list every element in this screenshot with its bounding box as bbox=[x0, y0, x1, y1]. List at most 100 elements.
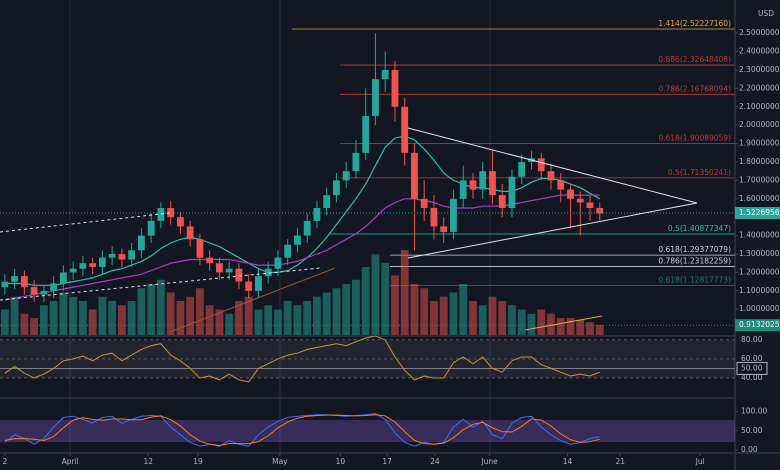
unit-label: USD bbox=[758, 9, 774, 18]
x-tick-label: 2 bbox=[2, 457, 7, 466]
candle-body bbox=[586, 202, 594, 208]
candle-body bbox=[508, 176, 516, 208]
fib-label: 0.618(1.12817773) bbox=[658, 276, 731, 285]
x-tick-label: Jul bbox=[695, 457, 705, 466]
y-tick-label: 0.00 bbox=[741, 445, 758, 454]
volume-bar bbox=[420, 288, 429, 335]
volume-bar bbox=[371, 254, 380, 335]
candle-body bbox=[206, 257, 214, 264]
triangle-upper bbox=[407, 127, 698, 204]
volume-bar bbox=[547, 313, 555, 335]
volume-bar bbox=[264, 305, 273, 335]
volume-bar bbox=[517, 309, 526, 335]
y-tick-label: 1.00000000 bbox=[739, 304, 780, 313]
support-line bbox=[169, 267, 336, 333]
candle-body bbox=[11, 276, 19, 282]
volume-bar bbox=[449, 292, 458, 335]
candle-body bbox=[118, 254, 126, 260]
y-tick-label: 1.30000000 bbox=[739, 249, 780, 258]
plot: 2.50000000 2.40000000 2.30000000 2.20000000… bbox=[0, 19, 780, 466]
volume-bar bbox=[0, 309, 9, 335]
fib-label: 0.786(1.23182259) bbox=[658, 257, 731, 266]
stoch-band bbox=[0, 420, 735, 442]
fib-label: 0.618(1.90089059) bbox=[658, 133, 731, 142]
volume-bar bbox=[88, 309, 97, 335]
volume-bar bbox=[59, 292, 68, 335]
candle-body bbox=[157, 207, 165, 221]
volume-bar bbox=[537, 309, 546, 335]
volume-bar bbox=[439, 296, 448, 335]
candle-body bbox=[255, 276, 262, 291]
y-tick-label: 2.30000000 bbox=[739, 65, 780, 74]
x-tick-label: 12 bbox=[143, 457, 153, 466]
volume-bar bbox=[30, 318, 39, 335]
candle-body bbox=[576, 198, 584, 203]
candle-body bbox=[225, 268, 233, 273]
grid bbox=[69, 0, 491, 452]
x-tick-label: 17 bbox=[382, 457, 392, 466]
candle-body bbox=[20, 276, 28, 288]
triangle-lower bbox=[407, 202, 698, 259]
y-tick-label: 1.20000000 bbox=[739, 267, 780, 276]
candle-body bbox=[176, 217, 184, 227]
candle-body bbox=[450, 198, 457, 232]
candle-body bbox=[362, 115, 370, 153]
x-tick-label: May bbox=[272, 457, 288, 466]
volume-bar bbox=[235, 301, 243, 335]
volume-bar bbox=[98, 296, 107, 335]
candle-body bbox=[50, 283, 58, 291]
candle-body bbox=[69, 268, 77, 273]
volume-bar bbox=[205, 305, 214, 335]
candle-body bbox=[518, 161, 526, 177]
candle-body bbox=[333, 180, 340, 196]
x-tick-label: 24 bbox=[430, 457, 440, 466]
x-tick-label: April bbox=[62, 457, 79, 466]
candle-body bbox=[79, 263, 87, 269]
candle-body bbox=[235, 268, 243, 282]
candle-body bbox=[108, 254, 116, 258]
x-tick-label: June bbox=[480, 457, 498, 466]
volume-bar bbox=[20, 313, 29, 335]
volume-bar bbox=[225, 313, 234, 335]
stoch-line bbox=[4, 413, 600, 447]
candle-body bbox=[196, 239, 204, 258]
volume-bar bbox=[508, 305, 516, 335]
rsi-marker bbox=[736, 361, 768, 375]
volume-bar bbox=[478, 305, 487, 335]
volume-bar bbox=[400, 250, 409, 335]
x-tick-label: 10 bbox=[336, 457, 346, 466]
volume-bar bbox=[78, 301, 87, 335]
volume-bar bbox=[361, 267, 370, 335]
price-marker-label: 0.91320251 bbox=[739, 320, 780, 329]
candle-body bbox=[469, 180, 477, 190]
dashed-trendline bbox=[0, 212, 171, 233]
x-tick-label: 21 bbox=[615, 457, 625, 466]
volume-bar bbox=[595, 324, 604, 335]
candle-body bbox=[216, 263, 223, 273]
volume-bar bbox=[527, 313, 536, 335]
y-tick-label: 40.00 bbox=[741, 373, 763, 382]
candle-body bbox=[411, 152, 418, 199]
y-tick-label: 2.40000000 bbox=[739, 47, 780, 56]
volume-bar bbox=[488, 296, 497, 335]
candle-body bbox=[98, 257, 106, 267]
support-line bbox=[524, 315, 603, 331]
y-tick-label: 1.10000000 bbox=[739, 286, 780, 295]
stoch-line bbox=[4, 414, 600, 447]
volume-bar bbox=[147, 284, 156, 335]
candle-body bbox=[547, 171, 555, 181]
volume-bar bbox=[10, 296, 19, 335]
candle-body bbox=[59, 272, 67, 284]
volume-bar bbox=[498, 301, 507, 335]
candle-body bbox=[498, 195, 506, 208]
candle-body bbox=[323, 195, 331, 208]
volume-bar bbox=[586, 322, 594, 335]
volume-bar bbox=[39, 305, 48, 335]
volume-bar bbox=[254, 309, 263, 335]
x-tick-label: 19 bbox=[193, 457, 203, 466]
volume-bar bbox=[108, 301, 117, 335]
candle-body bbox=[391, 69, 399, 107]
candle-body bbox=[128, 250, 136, 260]
candle-body bbox=[167, 207, 175, 218]
